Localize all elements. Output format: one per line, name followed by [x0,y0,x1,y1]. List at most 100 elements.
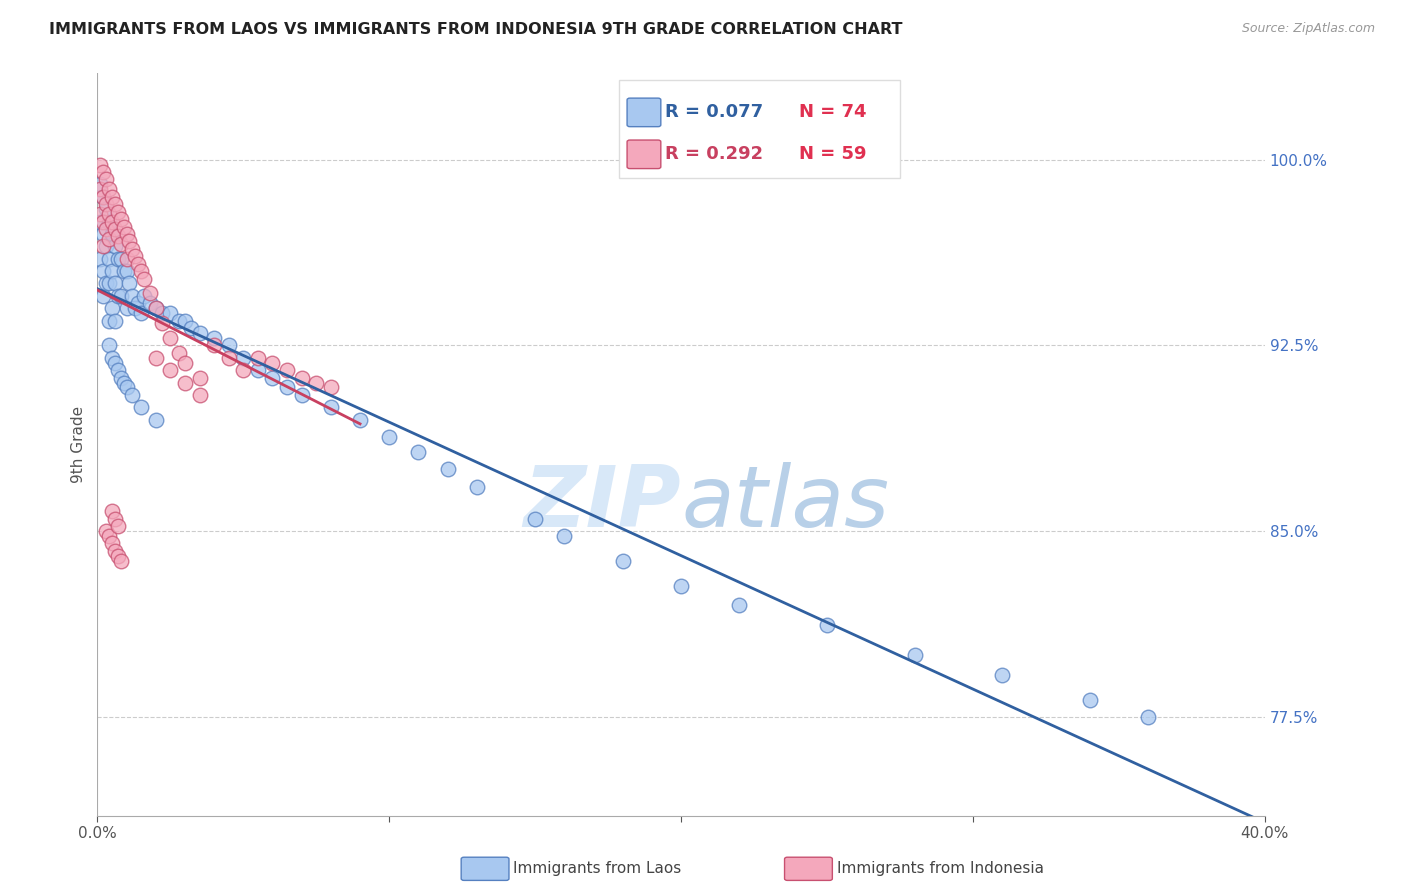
Text: IMMIGRANTS FROM LAOS VS IMMIGRANTS FROM INDONESIA 9TH GRADE CORRELATION CHART: IMMIGRANTS FROM LAOS VS IMMIGRANTS FROM … [49,22,903,37]
Point [159,363,181,377]
Point [94,239,117,253]
Point [98,338,121,352]
Point [110,236,132,251]
Point [150,306,173,320]
Point [129,264,152,278]
Point [132,289,155,303]
Point [180,321,202,335]
Point [305,376,328,390]
Point [115,301,138,316]
Point [107,363,129,377]
Point [408,445,430,459]
Point [139,296,162,310]
Text: Immigrants from Laos: Immigrants from Laos [513,862,682,876]
Point [991,667,1014,681]
Point [669,578,692,592]
Point [145,412,167,426]
Text: N = 59: N = 59 [799,145,866,163]
Point [436,462,458,476]
Point [246,351,269,365]
Text: Immigrants from Indonesia: Immigrants from Indonesia [837,862,1043,876]
Point [188,326,211,340]
Point [98,313,121,327]
Point [94,172,117,186]
Point [202,331,225,345]
Point [465,479,488,493]
Point [89,158,111,172]
Y-axis label: 9th Grade: 9th Grade [72,406,86,483]
Point [150,316,173,330]
Point [101,351,124,365]
Point [159,331,181,345]
Point [107,289,129,303]
Point [262,370,284,384]
Point [89,214,111,228]
Point [174,376,197,390]
Point [91,190,114,204]
Point [232,351,254,365]
Text: R = 0.077: R = 0.077 [665,103,763,121]
Point [188,370,211,384]
Point [349,412,371,426]
Point [104,544,127,558]
Point [101,301,124,316]
Point [145,351,167,365]
Point [91,214,114,228]
Point [94,202,117,217]
Point [139,286,162,301]
Point [104,197,127,211]
Point [728,599,751,613]
Point [107,229,129,244]
Point [127,296,149,310]
Point [118,235,141,249]
Point [1078,692,1101,706]
Point [246,363,269,377]
Point [612,554,634,568]
Point [101,504,124,518]
Text: ZIP: ZIP [523,462,681,545]
Point [112,264,135,278]
Point [104,239,127,253]
Point [110,289,132,303]
Point [94,277,117,291]
Point [218,351,240,365]
Point [167,313,190,327]
Point [1137,710,1160,724]
Point [276,363,298,377]
Point [129,401,152,415]
Point [91,190,114,204]
Point [110,370,132,384]
Point [107,204,129,219]
Point [89,207,111,221]
Point [159,306,181,320]
Point [291,370,314,384]
Point [104,313,127,327]
Text: atlas: atlas [681,462,889,545]
Point [118,277,141,291]
Point [115,252,138,266]
Point [89,182,111,196]
Point [91,165,114,179]
Point [132,271,155,285]
Point [107,252,129,266]
Point [145,301,167,316]
Point [98,207,121,221]
Point [98,182,121,196]
Point [94,222,117,236]
Point [101,264,124,278]
Point [104,277,127,291]
Point [91,264,114,278]
Point [91,227,114,241]
Point [98,529,121,543]
Point [167,346,190,360]
Point [101,190,124,204]
Point [174,313,197,327]
Point [121,242,143,256]
Point [104,222,127,236]
Point [112,376,135,390]
Text: N = 74: N = 74 [799,103,866,121]
Point [319,380,342,394]
Point [124,249,146,263]
Point [98,277,121,291]
Text: R = 0.292: R = 0.292 [665,145,763,163]
